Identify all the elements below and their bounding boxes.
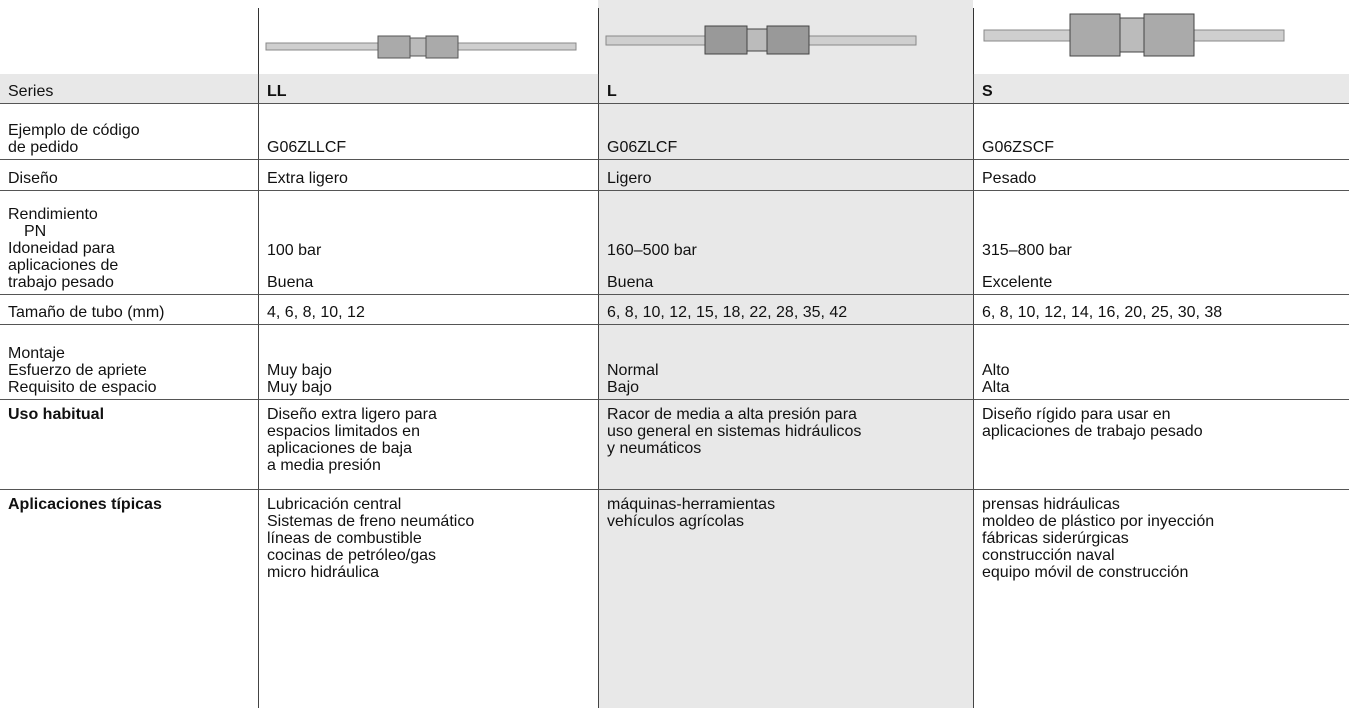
row-value: Lubricación central Sistemas de freno neu… <box>258 490 598 708</box>
text-line: Lubricación central <box>267 496 402 513</box>
row-value: 315–800 bar Excelente <box>973 191 1349 295</box>
row-value: Pesado <box>973 160 1349 191</box>
text-line: 4, 6, 8, 10, 12 <box>267 304 365 321</box>
series-name: L <box>598 74 973 104</box>
text-line: LL <box>267 83 287 100</box>
text-line: 160–500 bar <box>607 242 697 259</box>
text-line: Diseño rígido para usar en <box>982 406 1171 423</box>
text-line: G06ZLCF <box>607 139 678 156</box>
text-line: trabajo pesado <box>8 274 114 291</box>
text-line: equipo móvil de construcción <box>982 564 1189 581</box>
text-line: prensas hidráulicas <box>982 496 1120 513</box>
row-label: Diseño <box>0 160 258 191</box>
text-line: micro hidráulica <box>267 564 380 581</box>
series-name: LL <box>258 74 598 104</box>
text-line: Buena <box>267 274 314 291</box>
row-value: Extra ligero <box>258 160 598 191</box>
text-line: Muy bajo <box>267 362 332 379</box>
text-line: Ligero <box>607 170 652 187</box>
text-line: Ejemplo de código <box>8 122 140 139</box>
text-line: máquinas-herramientas <box>607 496 776 513</box>
text-line: 100 bar <box>267 242 322 259</box>
text-line: y neumáticos <box>607 440 702 457</box>
fitting-s <box>983 13 1285 57</box>
row-value: Muy bajo Muy bajo <box>258 325 598 400</box>
text-line: Aplicaciones típicas <box>8 496 162 513</box>
text-line: Esfuerzo de apriete <box>8 362 147 379</box>
text-line: G06ZSCF <box>982 139 1055 156</box>
text-line: L <box>607 83 617 100</box>
row-value: Normal Bajo <box>598 325 973 400</box>
text-line: moldeo de plástico por inyección <box>982 513 1215 530</box>
text-line: construcción naval <box>982 547 1115 564</box>
row-value: G06ZLLCF <box>258 104 598 160</box>
text-line: Buena <box>607 274 654 291</box>
text-line: Tamaño de tubo (mm) <box>8 304 165 321</box>
text-line: Sistemas de freno neumático <box>267 513 475 530</box>
row-value: Diseño rígido para usar en aplicaciones d… <box>973 400 1349 490</box>
text-line: Diseño extra ligero para <box>267 406 437 423</box>
text-line: Montaje <box>8 345 65 362</box>
row-value: prensas hidráulicas moldeo de plástico po… <box>973 490 1349 708</box>
text-line: 315–800 bar <box>982 242 1072 259</box>
text-line: Series <box>8 83 54 100</box>
series-name: S <box>973 74 1349 104</box>
row-value: 100 bar Buena <box>258 191 598 295</box>
text-line: Muy bajo <box>267 379 332 396</box>
row-label: Ejemplo de código de pedido <box>0 104 258 160</box>
fitting-l <box>605 25 917 55</box>
text-line: G06ZLLCF <box>267 139 347 156</box>
text-line: 6, 8, 10, 12, 15, 18, 22, 28, 35, 42 <box>607 304 848 321</box>
row-value: Alto Alta <box>973 325 1349 400</box>
text-line: Alto <box>982 362 1010 379</box>
text-line: PN <box>24 223 47 240</box>
row-value: 4, 6, 8, 10, 12 <box>258 295 598 325</box>
row-value: 6, 8, 10, 12, 15, 18, 22, 28, 35, 42 <box>598 295 973 325</box>
row-value: 6, 8, 10, 12, 14, 16, 20, 25, 30, 38 <box>973 295 1349 325</box>
fitting-ll <box>265 35 577 59</box>
text-line: Uso habitual <box>8 406 105 423</box>
row-value: G06ZSCF <box>973 104 1349 160</box>
text-line: cocinas de petróleo/gas <box>267 547 436 564</box>
text-line: Pesado <box>982 170 1037 187</box>
text-line: 6, 8, 10, 12, 14, 16, 20, 25, 30, 38 <box>982 304 1223 321</box>
series-label: Series <box>0 74 258 104</box>
text-line: de pedido <box>8 139 79 156</box>
row-value: 160–500 bar Buena <box>598 191 973 295</box>
row-label: Rendimiento PN Idoneidad para aplicaciones … <box>0 191 258 295</box>
text-line: Requisito de espacio <box>8 379 157 396</box>
text-line: espacios limitados en <box>267 423 420 440</box>
text-line: Diseño <box>8 170 58 187</box>
text-line: vehículos agrícolas <box>607 513 744 530</box>
row-value: G06ZLCF <box>598 104 973 160</box>
row-value: Racor de media a alta presión para uso ge… <box>598 400 973 490</box>
fitting-images <box>258 0 1285 74</box>
text-line: uso general en sistemas hidráulicos <box>607 423 862 440</box>
text-line: aplicaciones de <box>8 257 119 274</box>
row-value: Ligero <box>598 160 973 191</box>
text-line: aplicaciones de trabajo pesado <box>982 423 1203 440</box>
text-line: Rendimiento <box>8 206 98 223</box>
text-line: líneas de combustible <box>267 530 422 547</box>
text-line: Idoneidad para <box>8 240 115 257</box>
text-line: Bajo <box>607 379 640 396</box>
row-label: Aplicaciones típicas <box>0 490 258 708</box>
text-line: Excelente <box>982 274 1053 291</box>
row-label: Tamaño de tubo (mm) <box>0 295 258 325</box>
text-line: fábricas siderúrgicas <box>982 530 1129 547</box>
text-line: Alta <box>982 379 1010 396</box>
text-line: S <box>982 83 993 100</box>
row-label: Montaje Esfuerzo de apriete Requisito de e… <box>0 325 258 400</box>
text-line: Extra ligero <box>267 170 348 187</box>
row-value: Diseño extra ligero para espacios limitad… <box>258 400 598 490</box>
text-line: aplicaciones de baja <box>267 440 412 457</box>
text-line: Racor de media a alta presión para <box>607 406 857 423</box>
text-line: Normal <box>607 362 659 379</box>
row-label: Uso habitual <box>0 400 258 490</box>
text-line: a media presión <box>267 457 381 474</box>
row-value: máquinas-herramientas vehículos agrícolas <box>598 490 973 708</box>
